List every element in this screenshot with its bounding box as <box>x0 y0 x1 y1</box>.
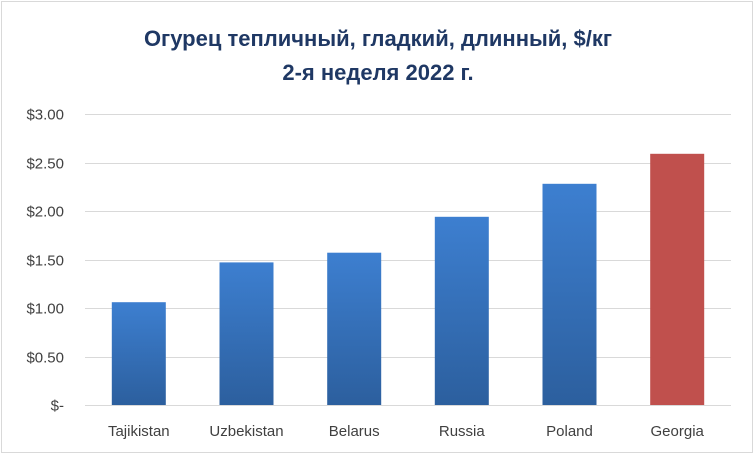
bar-poland <box>542 183 597 405</box>
y-tick-label: $1.00 <box>26 301 64 318</box>
bar-belarus <box>327 252 382 405</box>
x-category-label: Russia <box>439 423 486 440</box>
x-category-label: Poland <box>546 423 593 440</box>
bar-uzbekistan <box>219 262 274 405</box>
chart-title: Огурец тепличный, гладкий, длинный, $/кг <box>143 26 613 51</box>
y-axis-ticks: $- $0.50 $1.00 $1.50 $2.00 $2.50 $3.00 <box>26 107 64 415</box>
x-axis-categories: Tajikistan Uzbekistan Belarus Russia Poland G… <box>108 423 705 440</box>
bar-russia <box>434 216 489 405</box>
y-tick-label: $- <box>51 398 64 415</box>
x-category-label: Uzbekistan <box>209 423 283 440</box>
chart-title-block: Огурец тепличный, гладкий, длинный, $/кг… <box>0 22 756 90</box>
bars <box>111 153 705 405</box>
chart-subtitle: 2-я неделя 2022 г. <box>282 60 474 85</box>
x-category-label: Georgia <box>651 423 705 440</box>
x-category-label: Tajikistan <box>108 423 170 440</box>
y-tick-label: $2.00 <box>26 204 64 221</box>
x-category-label: Belarus <box>329 423 380 440</box>
y-tick-label: $2.50 <box>26 156 64 173</box>
y-tick-label: $0.50 <box>26 350 64 367</box>
bar-tajikistan <box>111 302 166 405</box>
bar-georgia <box>650 153 705 405</box>
gridlines <box>85 114 731 406</box>
y-tick-label: $1.50 <box>26 253 64 270</box>
y-tick-label: $3.00 <box>26 107 64 124</box>
